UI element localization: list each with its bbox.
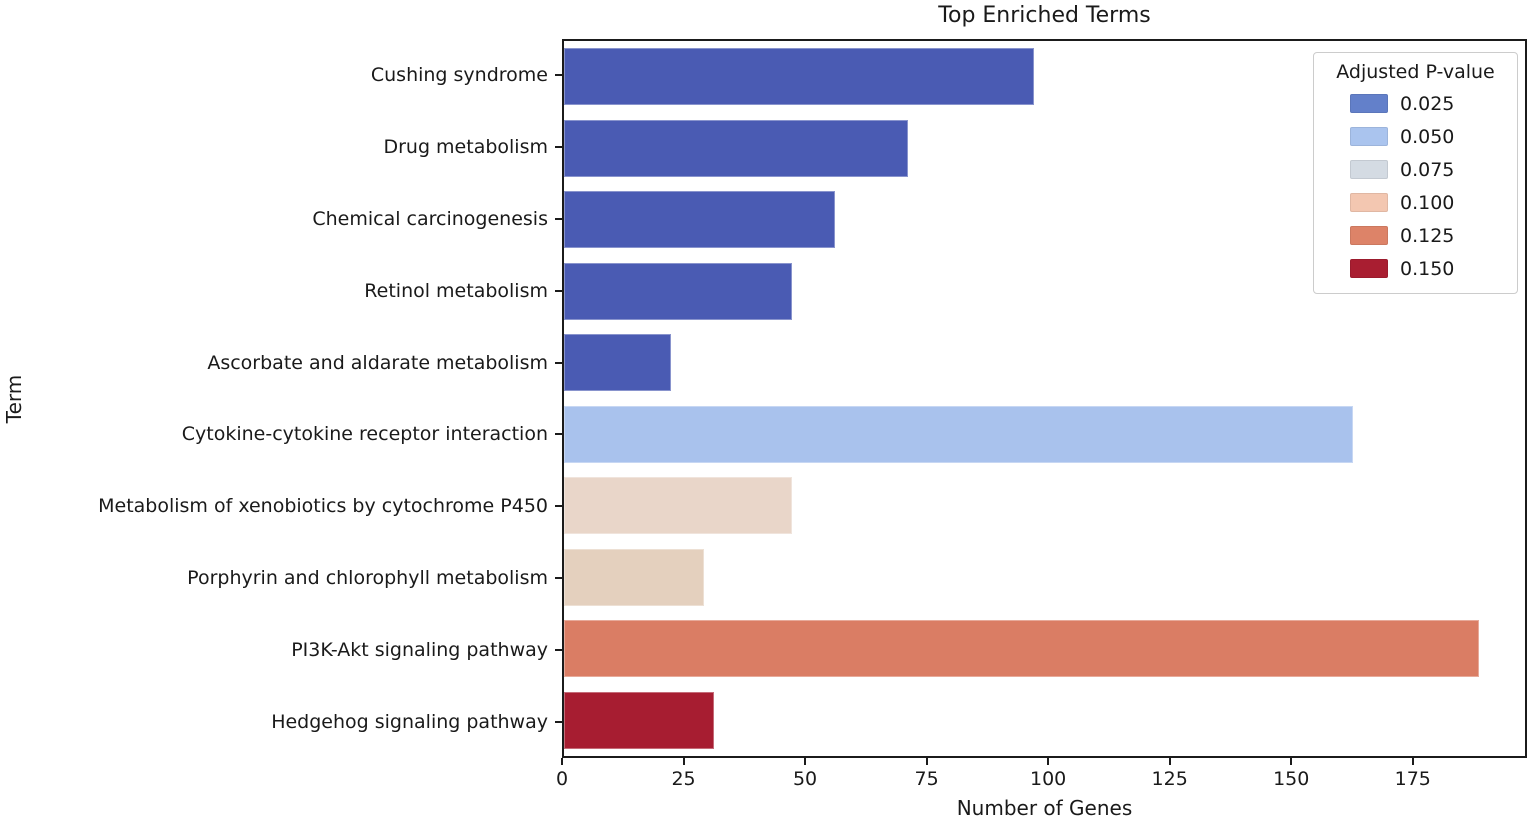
legend-entry: 0.050 bbox=[1322, 120, 1509, 153]
x-tick-mark bbox=[682, 758, 685, 765]
y-tick-mark bbox=[555, 433, 562, 436]
legend-swatch bbox=[1350, 94, 1388, 113]
legend-entry: 0.025 bbox=[1322, 87, 1509, 120]
y-tick-label: Porphyrin and chlorophyll metabolism bbox=[187, 567, 548, 590]
x-tick-label: 25 bbox=[671, 768, 696, 790]
legend-swatch bbox=[1350, 259, 1388, 278]
bar bbox=[564, 477, 792, 535]
y-tick-label: Hedgehog signaling pathway bbox=[271, 711, 548, 734]
legend-entry: 0.150 bbox=[1322, 252, 1509, 285]
bar bbox=[564, 334, 671, 392]
bar bbox=[564, 119, 908, 177]
bar bbox=[564, 691, 715, 749]
bar bbox=[564, 262, 792, 320]
x-tick-label: 125 bbox=[1151, 768, 1188, 790]
x-tick-mark bbox=[925, 758, 928, 765]
legend-label: 0.150 bbox=[1400, 257, 1455, 280]
x-tick-mark bbox=[1290, 758, 1293, 765]
legend-entry: 0.125 bbox=[1322, 219, 1509, 252]
legend-entries: 0.025 0.050 0.075 0.100 0.125 0.150 bbox=[1322, 87, 1509, 285]
bar bbox=[564, 620, 1479, 678]
legend-swatch bbox=[1350, 127, 1388, 146]
legend-label: 0.075 bbox=[1400, 158, 1455, 181]
legend-label: 0.100 bbox=[1400, 191, 1455, 214]
y-tick-mark bbox=[555, 505, 562, 508]
legend-entry: 0.075 bbox=[1322, 153, 1509, 186]
legend-entry: 0.100 bbox=[1322, 186, 1509, 219]
legend-swatch bbox=[1350, 226, 1388, 245]
x-tick-label: 0 bbox=[555, 768, 569, 790]
x-tick-label: 50 bbox=[792, 768, 818, 790]
y-tick-label: Cytokine-cytokine receptor interaction bbox=[181, 423, 548, 446]
x-axis-label: Number of Genes bbox=[956, 796, 1133, 820]
y-tick-label: Metabolism of xenobiotics by cytochrome … bbox=[98, 495, 548, 518]
x-tick-mark bbox=[1168, 758, 1171, 765]
x-tick-label: 150 bbox=[1273, 768, 1310, 790]
y-tick-mark bbox=[555, 145, 562, 148]
legend-title: Adjusted P-value bbox=[1336, 61, 1495, 83]
bar bbox=[564, 191, 836, 249]
y-tick-label: Chemical carcinogenesis bbox=[312, 207, 548, 230]
y-axis-label: Term bbox=[2, 374, 26, 424]
y-tick-label: Ascorbate and aldarate metabolism bbox=[207, 351, 548, 374]
x-tick-label: 75 bbox=[914, 768, 939, 790]
legend: Adjusted P-value 0.025 0.050 0.075 0.100 0.1… bbox=[1313, 52, 1518, 294]
legend-label: 0.025 bbox=[1400, 92, 1455, 115]
bar bbox=[564, 548, 705, 606]
bar bbox=[564, 48, 1034, 106]
y-tick-mark bbox=[555, 289, 562, 292]
y-tick-mark bbox=[555, 217, 562, 220]
y-tick-mark bbox=[555, 649, 562, 652]
y-tick-label: Retinol metabolism bbox=[364, 279, 548, 302]
legend-label: 0.050 bbox=[1400, 125, 1455, 148]
y-tick-mark bbox=[555, 577, 562, 580]
legend-swatch bbox=[1350, 160, 1388, 179]
x-tick-label: 175 bbox=[1394, 768, 1431, 790]
y-tick-label: Drug metabolism bbox=[383, 135, 548, 158]
x-tick-mark bbox=[1047, 758, 1050, 765]
legend-label: 0.125 bbox=[1400, 224, 1455, 247]
legend-swatch bbox=[1350, 193, 1388, 212]
y-tick-mark bbox=[555, 721, 562, 724]
chart-title: Top Enriched Terms bbox=[938, 3, 1151, 28]
y-tick-mark bbox=[555, 73, 562, 76]
x-tick-mark bbox=[561, 758, 563, 765]
x-tick-label: 100 bbox=[1030, 768, 1067, 790]
y-tick-label: PI3K-Akt signaling pathway bbox=[291, 639, 548, 662]
x-tick-mark bbox=[1411, 758, 1414, 765]
y-tick-mark bbox=[555, 361, 562, 364]
y-tick-label: Cushing syndrome bbox=[370, 63, 548, 86]
bar bbox=[564, 405, 1354, 463]
x-tick-mark bbox=[804, 758, 807, 765]
plot-area: Adjusted P-value 0.025 0.050 0.075 0.100 0.1… bbox=[562, 39, 1527, 758]
